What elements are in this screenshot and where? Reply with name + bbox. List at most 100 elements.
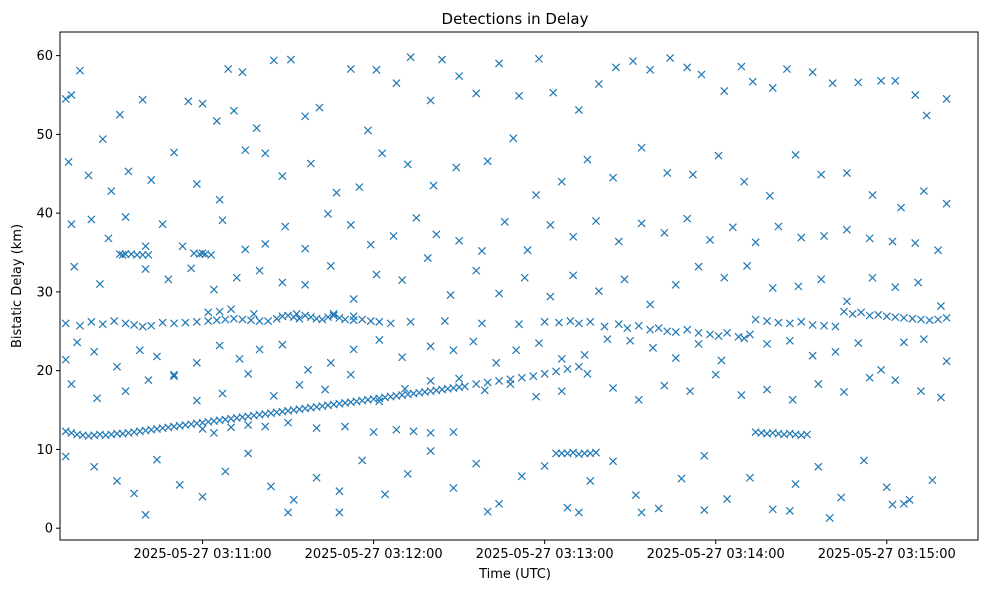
data-point [301, 112, 310, 121]
data-point [261, 149, 270, 158]
data-point [90, 462, 99, 471]
data-point [67, 90, 76, 100]
data-point [868, 191, 877, 200]
data-point [763, 317, 772, 326]
data-point [144, 250, 153, 259]
data-point [723, 328, 732, 337]
data-point [238, 315, 247, 324]
data-point [221, 467, 230, 476]
data-point [315, 103, 324, 112]
data-point [472, 380, 481, 389]
data-point [392, 425, 401, 434]
data-point [686, 387, 695, 396]
data-point [714, 331, 723, 341]
data-point [500, 217, 509, 226]
data-point [609, 173, 618, 182]
data-point [711, 370, 720, 379]
data-point [540, 461, 549, 470]
data-point [121, 387, 130, 396]
data-point [891, 76, 900, 85]
data-point [828, 79, 837, 88]
data-point [569, 232, 578, 241]
data-point [229, 314, 238, 323]
data-point [426, 342, 435, 351]
data-point [278, 278, 287, 287]
data-point [483, 507, 492, 516]
data-point [229, 106, 238, 115]
data-point [620, 275, 629, 284]
data-point [138, 250, 147, 259]
data-point [423, 254, 432, 263]
data-point [141, 242, 150, 251]
data-point [170, 319, 179, 328]
data-point [198, 424, 207, 433]
data-point [244, 369, 253, 378]
data-point [132, 250, 141, 259]
data-point [93, 394, 102, 403]
data-point [130, 320, 139, 330]
data-point [227, 305, 236, 314]
data-point [734, 332, 743, 341]
data-point [609, 457, 618, 466]
data-point [700, 506, 709, 515]
data-point [540, 317, 549, 326]
data-point [495, 59, 504, 68]
data-point [124, 167, 133, 176]
data-point [751, 315, 760, 324]
data-point [865, 311, 874, 320]
data-point [238, 68, 247, 77]
data-point [911, 90, 920, 100]
data-point [768, 83, 777, 92]
data-point [922, 111, 931, 120]
data-point [911, 239, 920, 248]
data-point [797, 233, 806, 242]
data-point [936, 393, 945, 402]
data-point [728, 223, 737, 232]
data-point [212, 316, 221, 325]
data-point [469, 337, 478, 346]
data-point [218, 389, 227, 398]
data-point [406, 53, 415, 62]
data-point [323, 209, 333, 218]
data-point [569, 448, 578, 457]
data-point [67, 380, 76, 389]
data-point [326, 261, 335, 270]
data-point [221, 315, 230, 324]
data-point [637, 219, 646, 228]
data-point [452, 163, 461, 172]
data-point [580, 350, 589, 359]
plot-frame [59, 31, 979, 541]
data-point [583, 369, 592, 378]
x-tick-label: 2025-05-27 03:14:00 [647, 547, 785, 562]
data-point [289, 495, 298, 504]
data-point [204, 317, 213, 326]
data-point [121, 250, 130, 259]
data-point [899, 313, 908, 322]
data-point [147, 176, 156, 185]
data-point [335, 487, 344, 496]
data-point [671, 354, 680, 363]
data-point [743, 261, 752, 270]
data-point [557, 354, 566, 363]
data-point [820, 231, 829, 241]
data-point [563, 503, 572, 512]
data-point [788, 395, 797, 404]
data-point [426, 376, 435, 385]
data-point [215, 307, 224, 316]
data-point [720, 87, 729, 96]
data-point [98, 320, 107, 329]
data-point [269, 56, 278, 65]
data-point [614, 320, 623, 329]
data-point [198, 249, 207, 258]
data-point [392, 79, 401, 88]
data-point [634, 321, 643, 330]
data-point [386, 319, 395, 328]
data-point [546, 220, 555, 229]
chart-title: Detections in Delay [442, 10, 589, 28]
data-point [914, 278, 923, 287]
data-point [118, 250, 127, 259]
data-point [694, 339, 703, 348]
data-point [252, 124, 261, 133]
data-point [583, 155, 592, 164]
